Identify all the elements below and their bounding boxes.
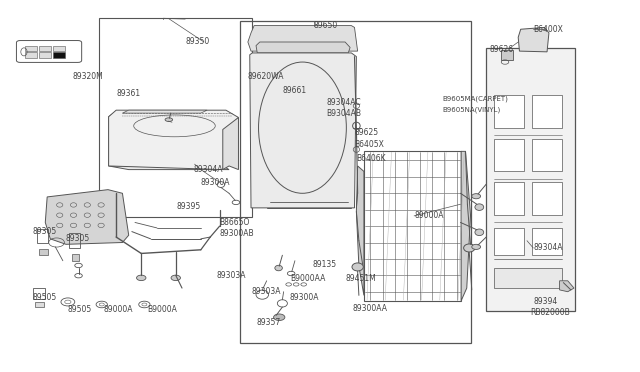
Ellipse shape (475, 204, 484, 211)
Text: 89451M: 89451M (345, 275, 376, 283)
Text: B6400X: B6400X (533, 25, 563, 34)
Text: 89135: 89135 (312, 260, 337, 269)
Bar (69, 232, 81, 248)
Text: 89300A: 89300A (290, 293, 319, 302)
Text: B8665O: B8665O (220, 218, 250, 227)
Ellipse shape (275, 265, 282, 271)
Text: 89625: 89625 (355, 128, 379, 137)
Bar (532, 139, 562, 171)
Bar (53, 46, 65, 51)
Bar (33, 288, 45, 299)
Bar (39, 46, 51, 51)
Text: 89650: 89650 (314, 21, 338, 30)
Bar (532, 182, 562, 215)
Text: 89303A: 89303A (216, 271, 246, 280)
Bar (364, 151, 461, 301)
Text: 89000A: 89000A (414, 211, 444, 220)
Text: 89304AC: 89304AC (326, 98, 361, 107)
Bar (240, 21, 470, 343)
Polygon shape (518, 28, 549, 52)
Text: 89305: 89305 (33, 227, 57, 236)
Text: 89305: 89305 (66, 234, 90, 243)
Bar (532, 228, 562, 255)
Polygon shape (461, 151, 470, 301)
Polygon shape (559, 281, 574, 292)
Polygon shape (223, 118, 239, 170)
Polygon shape (248, 26, 358, 51)
Bar (501, 50, 513, 60)
Text: 89357: 89357 (256, 318, 280, 327)
Text: 89350: 89350 (185, 38, 209, 46)
Bar (99, 18, 252, 217)
Text: B6405X: B6405X (355, 140, 385, 148)
Bar (35, 302, 44, 307)
Text: B9304AB: B9304AB (326, 109, 361, 118)
Ellipse shape (475, 229, 484, 235)
Text: 89300AB: 89300AB (220, 229, 254, 238)
Text: 89394: 89394 (533, 297, 557, 306)
Ellipse shape (273, 314, 285, 321)
Polygon shape (356, 166, 364, 295)
Polygon shape (122, 110, 207, 113)
Bar (494, 95, 524, 128)
Ellipse shape (171, 275, 180, 280)
Text: B9000A: B9000A (148, 305, 177, 314)
Polygon shape (256, 42, 350, 53)
Text: RB82000B: RB82000B (530, 308, 570, 317)
Bar (494, 139, 524, 171)
Polygon shape (250, 53, 356, 208)
Bar (532, 95, 562, 128)
Ellipse shape (463, 244, 475, 252)
Text: 89300A: 89300A (201, 178, 230, 187)
Bar (25, 52, 37, 58)
Text: 89395: 89395 (177, 202, 201, 211)
Ellipse shape (165, 118, 173, 122)
Polygon shape (45, 190, 129, 244)
Bar (39, 52, 51, 58)
Bar (25, 46, 37, 51)
Bar (39, 249, 48, 255)
Bar (36, 229, 48, 243)
Text: B9605NA(VINYL): B9605NA(VINYL) (442, 106, 500, 113)
Bar (53, 52, 65, 58)
Text: 89300AA: 89300AA (353, 304, 388, 313)
Bar (494, 268, 562, 288)
Bar (486, 48, 575, 311)
Text: 89505: 89505 (33, 293, 57, 302)
Text: 89661: 89661 (282, 86, 307, 95)
Bar (72, 254, 79, 261)
Text: B9000AA: B9000AA (290, 275, 325, 283)
Text: 89505: 89505 (68, 305, 92, 314)
Polygon shape (109, 166, 229, 170)
Polygon shape (109, 110, 239, 170)
Ellipse shape (136, 275, 146, 280)
Bar (494, 182, 524, 215)
Text: 89304A: 89304A (193, 165, 223, 174)
Ellipse shape (352, 263, 364, 271)
Text: B9605MA(CARPET): B9605MA(CARPET) (442, 95, 508, 102)
Text: 89620WA: 89620WA (248, 72, 284, 81)
Text: B6406K: B6406K (356, 154, 386, 163)
Ellipse shape (472, 244, 481, 250)
Polygon shape (109, 111, 116, 166)
Text: 89361: 89361 (116, 89, 140, 97)
Text: 89000A: 89000A (104, 305, 133, 314)
Text: 89320M: 89320M (72, 72, 103, 81)
Bar (494, 228, 524, 255)
Text: 89626: 89626 (490, 45, 513, 54)
Text: 89303A: 89303A (251, 287, 280, 296)
Text: 89304A: 89304A (533, 244, 563, 253)
Ellipse shape (472, 194, 481, 199)
